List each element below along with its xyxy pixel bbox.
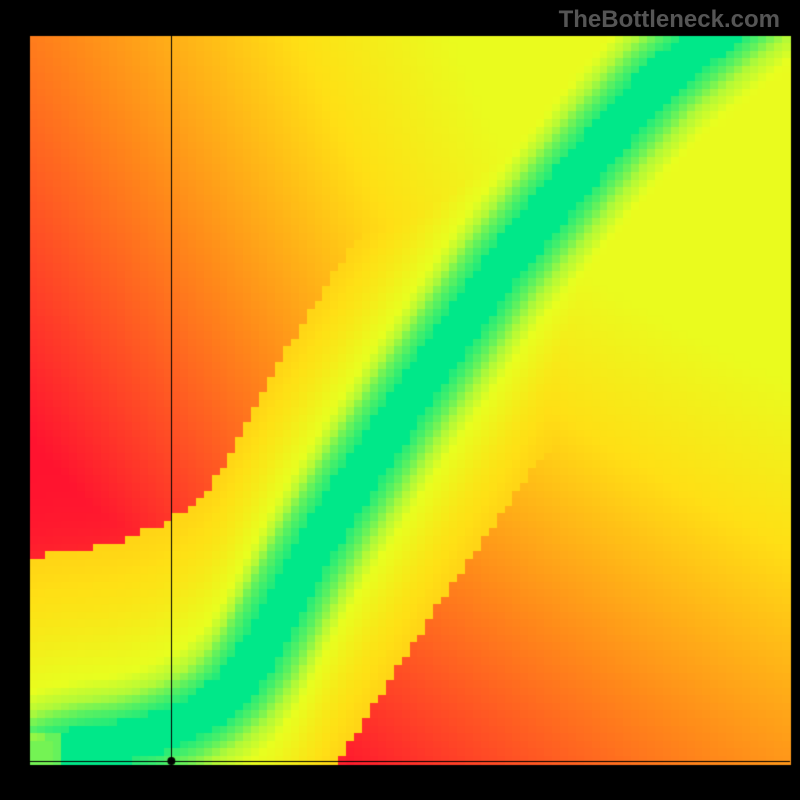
- bottleneck-heatmap: [0, 0, 800, 800]
- watermark-text: TheBottleneck.com: [559, 6, 780, 34]
- chart-container: { "watermark": { "text": "TheBottleneck.…: [0, 0, 800, 800]
